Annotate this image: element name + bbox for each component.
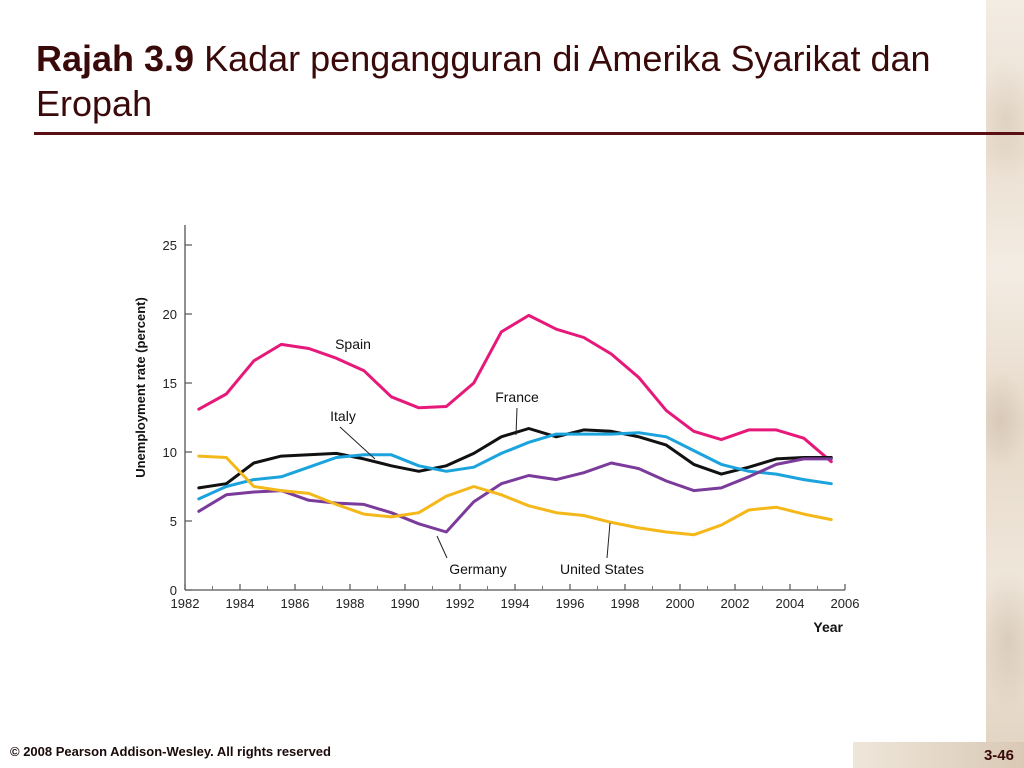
x-tick-label: 2004 — [776, 596, 805, 611]
series-annotation-germany: Germany — [449, 561, 507, 577]
x-tick-label: 1986 — [281, 596, 310, 611]
decorative-side-strip — [986, 0, 1024, 768]
series-line-germany — [197, 457, 833, 534]
x-axis-label: Year — [813, 619, 843, 635]
annotation-leader-france — [515, 407, 518, 436]
y-tick-label: 15 — [163, 376, 177, 391]
y-tick-label: 0 — [170, 583, 177, 598]
copyright-footer: © 2008 Pearson Addison-Wesley. All right… — [10, 744, 331, 759]
unemployment-line-chart: 0 5 10 15 20 25 1982 1984 1986 1988 1990 1992 1994 19… — [133, 225, 860, 635]
y-axis-label: Unemployment rate (percent) — [133, 297, 148, 478]
series-line-france — [197, 427, 833, 490]
series-line-spain — [197, 313, 833, 464]
x-tick-label: 2002 — [721, 596, 750, 611]
annotation-leader-united-states — [606, 522, 611, 559]
y-tick-label: 20 — [163, 307, 177, 322]
annotation-leader-italy — [339, 426, 376, 460]
x-tick-label: 1996 — [556, 596, 585, 611]
y-tick-label: 5 — [170, 514, 177, 529]
x-tick-label: 2000 — [666, 596, 695, 611]
y-tick-label: 25 — [163, 238, 177, 253]
y-tick-label: 10 — [163, 445, 177, 460]
x-tick-label: 1984 — [226, 596, 255, 611]
series-annotation-united-states: United States — [560, 561, 644, 577]
series-annotation-spain: Spain — [335, 336, 371, 352]
x-tick-label: 1982 — [171, 596, 200, 611]
x-tick-label: 2006 — [831, 596, 860, 611]
series-line-united-states — [197, 454, 833, 537]
x-tick-label: 1988 — [336, 596, 365, 611]
slide-title-figure-number: Rajah 3.9 — [36, 38, 195, 79]
annotation-leader-germany — [436, 535, 448, 559]
slide-number-box: 3-46 — [853, 742, 1024, 768]
x-tick-label: 1994 — [501, 596, 530, 611]
series-annotation-france: France — [495, 389, 539, 405]
series-line-italy — [197, 431, 833, 501]
slide-number: 3-46 — [983, 747, 1014, 764]
series-annotation-italy: Italy — [330, 408, 356, 424]
slide-title: Rajah 3.9 Kadar pengangguran di Amerika … — [36, 36, 936, 126]
x-tick-label: 1998 — [611, 596, 640, 611]
title-divider — [34, 132, 1024, 135]
x-tick-label: 1992 — [446, 596, 475, 611]
x-tick-label: 1990 — [391, 596, 420, 611]
chart-container: 0 5 10 15 20 25 1982 1984 1986 1988 1990 1992 1994 19… — [120, 215, 860, 645]
slide-title-text: Kadar pengangguran di Amerika Syarikat d… — [36, 38, 931, 124]
